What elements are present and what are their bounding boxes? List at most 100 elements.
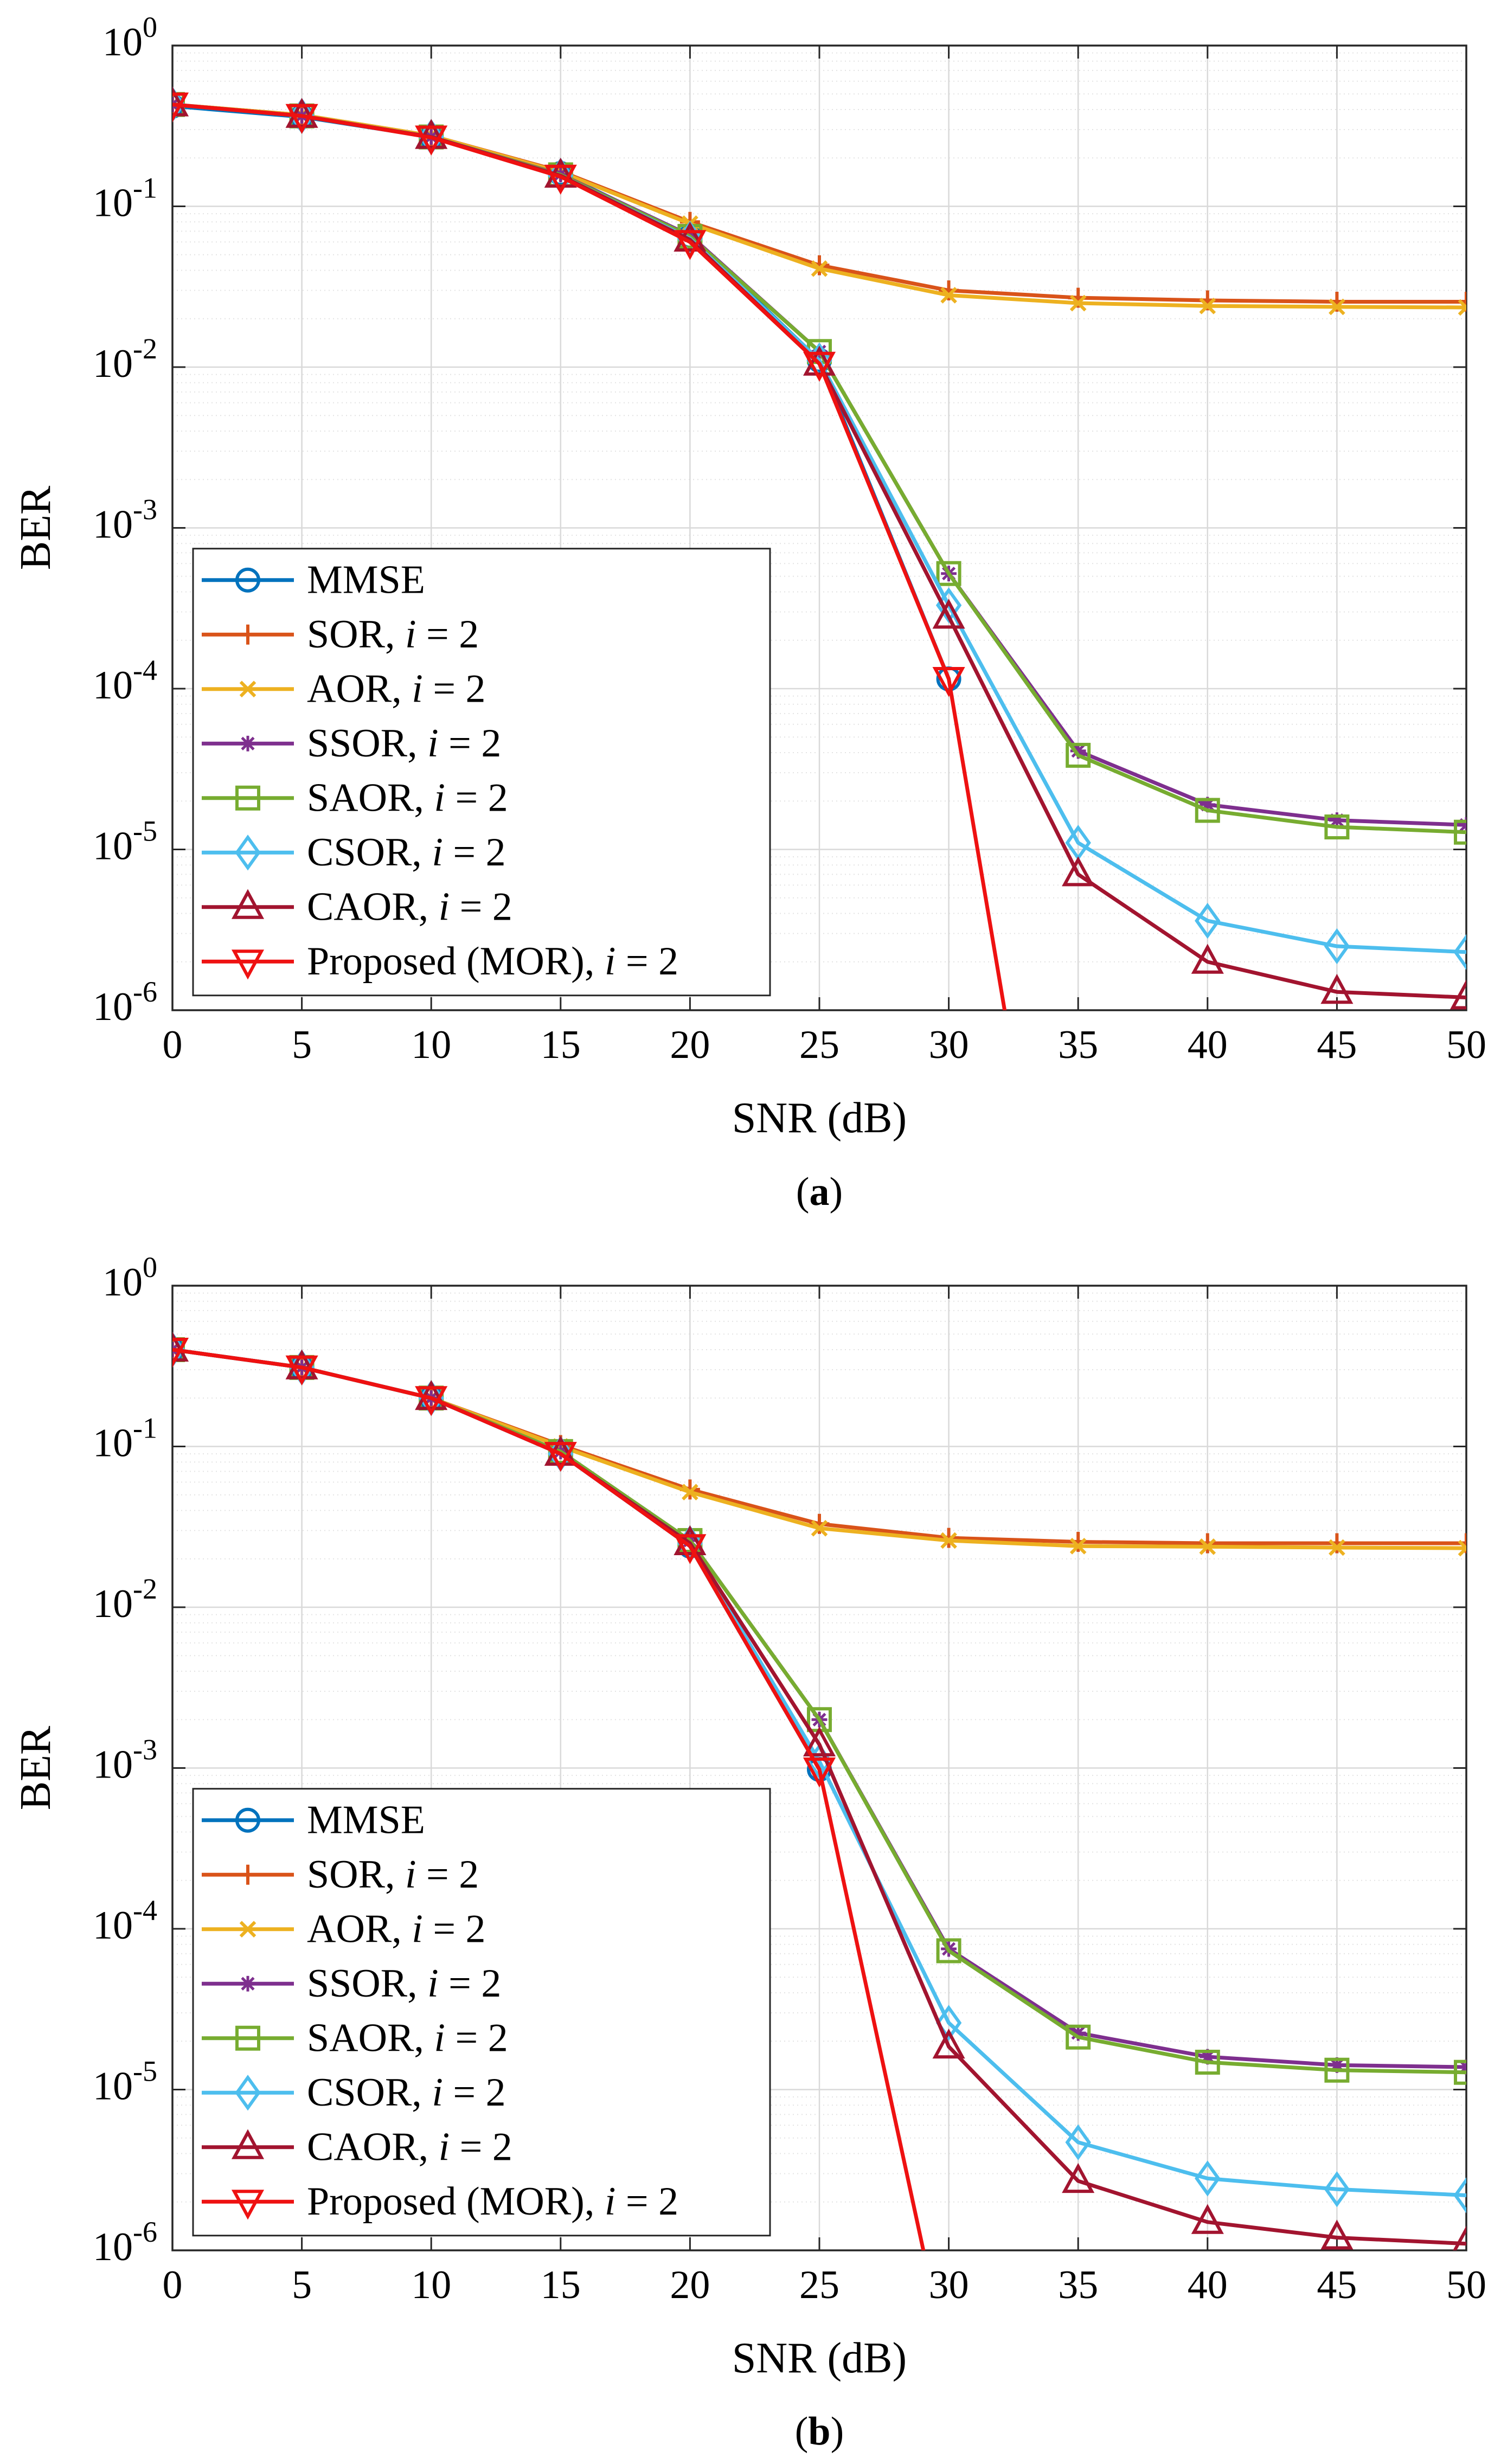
data-point [1070, 743, 1086, 759]
legend-label: CAOR, i = 2 [307, 2125, 512, 2170]
legend-label: SAOR, i = 2 [307, 2016, 508, 2061]
y-tick-label: 10-4 [93, 1894, 157, 1948]
x-tick-label: 25 [799, 1023, 839, 1067]
data-point [285, 104, 318, 134]
axes: 0 5 10 15 20 25 30 35 40 45 50 100 10-1 10-2 10-3 10-4 1… [93, 11, 1486, 1067]
y-tick-label: 10-1 [93, 172, 157, 226]
data-point [1191, 2204, 1224, 2234]
x-tick-label: 15 [541, 1023, 581, 1067]
data-point [940, 287, 957, 304]
legend-marker [238, 1864, 258, 1885]
x-tick-label: 50 [1446, 2263, 1486, 2307]
data-point [803, 1726, 836, 1757]
legend-label: SSOR, i = 2 [307, 1961, 501, 2006]
legend-label: CSOR, i = 2 [307, 2070, 506, 2115]
data-point [285, 1355, 318, 1386]
data-point [1453, 2177, 1466, 2213]
data-point [1329, 2057, 1345, 2073]
data-point [172, 92, 189, 123]
data-point [544, 164, 577, 195]
legend-label: SAOR, i = 2 [307, 776, 508, 820]
legend-marker [231, 2190, 265, 2220]
panel-caption: (b) [795, 2409, 844, 2454]
legend-label: CAOR, i = 2 [307, 885, 512, 929]
data-point [1329, 1539, 1345, 1556]
data-point [1324, 2057, 1350, 2083]
y-tick-label: 10-4 [93, 654, 157, 708]
x-tick-label: 45 [1317, 2263, 1357, 2307]
legend-label: AOR, i = 2 [307, 667, 486, 711]
data-point [1199, 1538, 1216, 1555]
x-tick-label: 35 [1058, 1023, 1098, 1067]
data-point [811, 260, 828, 277]
data-point [674, 230, 707, 260]
data-point [1200, 797, 1216, 813]
axes-frame [171, 1285, 1467, 2251]
x-tick-label: 10 [411, 1023, 451, 1067]
legend-marker [238, 624, 258, 645]
legend-marker [231, 949, 265, 980]
legend-item: CSOR, i = 2 [202, 830, 506, 875]
series-proposed-mor-i-2 [172, 92, 1007, 1010]
legend-item: SSOR, i = 2 [202, 721, 501, 766]
data-point [936, 1938, 961, 1964]
legend-box [192, 548, 771, 997]
legend-label: AOR, i = 2 [307, 1907, 486, 1952]
data-point [1320, 2219, 1354, 2250]
series-line [172, 102, 1007, 1010]
panel-b: 0 5 10 15 20 25 30 35 40 45 50 100 10-1 10-2 10-3 10-4 1… [12, 1251, 1486, 2454]
legend-marker [235, 785, 260, 811]
y-tick-label: 10-2 [93, 332, 157, 386]
data-point [1326, 1533, 1347, 1554]
data-point [1195, 2160, 1221, 2197]
y-tick-label: 10-2 [93, 1573, 157, 1626]
data-point [682, 1484, 698, 1501]
data-point [1066, 742, 1091, 768]
legend-label: MMSE [307, 558, 425, 602]
legend-marker [235, 567, 260, 593]
data-point [803, 345, 836, 376]
legend-label: Proposed (MOR), i = 2 [307, 2179, 678, 2224]
y-tick-label: 100 [102, 11, 157, 65]
y-tick-label: 10-3 [93, 493, 157, 547]
legend-item: AOR, i = 2 [202, 667, 486, 711]
legend-item: SOR, i = 2 [202, 1852, 479, 1897]
legend-item: CAOR, i = 2 [202, 885, 512, 929]
x-tick-label: 10 [411, 2263, 451, 2307]
data-point [1065, 2124, 1091, 2160]
data-point [803, 351, 836, 382]
legend-item: CAOR, i = 2 [202, 2125, 512, 2170]
data-point [936, 561, 961, 586]
legend-marker [231, 2129, 265, 2159]
x-tick-label: 40 [1188, 1023, 1228, 1067]
data-point [1195, 798, 1220, 823]
x-tick-label: 45 [1317, 1023, 1357, 1067]
legend-marker [240, 1975, 256, 1992]
data-point [1066, 2024, 1091, 2050]
series-layer [172, 86, 1466, 1010]
axes: 0 5 10 15 20 25 30 35 40 45 50 100 10-1 10-2 10-3 10-4 1… [93, 1251, 1486, 2307]
data-point [803, 1757, 836, 1788]
legend-marker [231, 889, 265, 919]
data-point [1069, 294, 1087, 312]
legend-marker [240, 735, 256, 752]
legend-label: MMSE [307, 1798, 425, 1843]
legend-item: Proposed (MOR), i = 2 [202, 939, 678, 984]
legend-label: SSOR, i = 2 [307, 721, 501, 766]
data-point [1070, 2025, 1086, 2041]
data-point [811, 1519, 828, 1537]
data-point [1329, 298, 1345, 316]
legend-item: SAOR, i = 2 [202, 776, 508, 820]
legend-item: SSOR, i = 2 [202, 1961, 501, 2006]
legend-marker [235, 2075, 261, 2111]
data-point [1320, 973, 1354, 1004]
legend-marker [239, 681, 256, 698]
panel-caption: (a) [796, 1170, 843, 1214]
legend-marker [239, 1921, 256, 1938]
legend-item: MMSE [202, 558, 425, 602]
data-point [1195, 902, 1221, 939]
data-point [1458, 1539, 1466, 1557]
y-tick-label: 100 [102, 1251, 157, 1305]
y-tick-label: 10-6 [93, 2216, 157, 2269]
y-tick-label: 10-1 [93, 1412, 157, 1466]
